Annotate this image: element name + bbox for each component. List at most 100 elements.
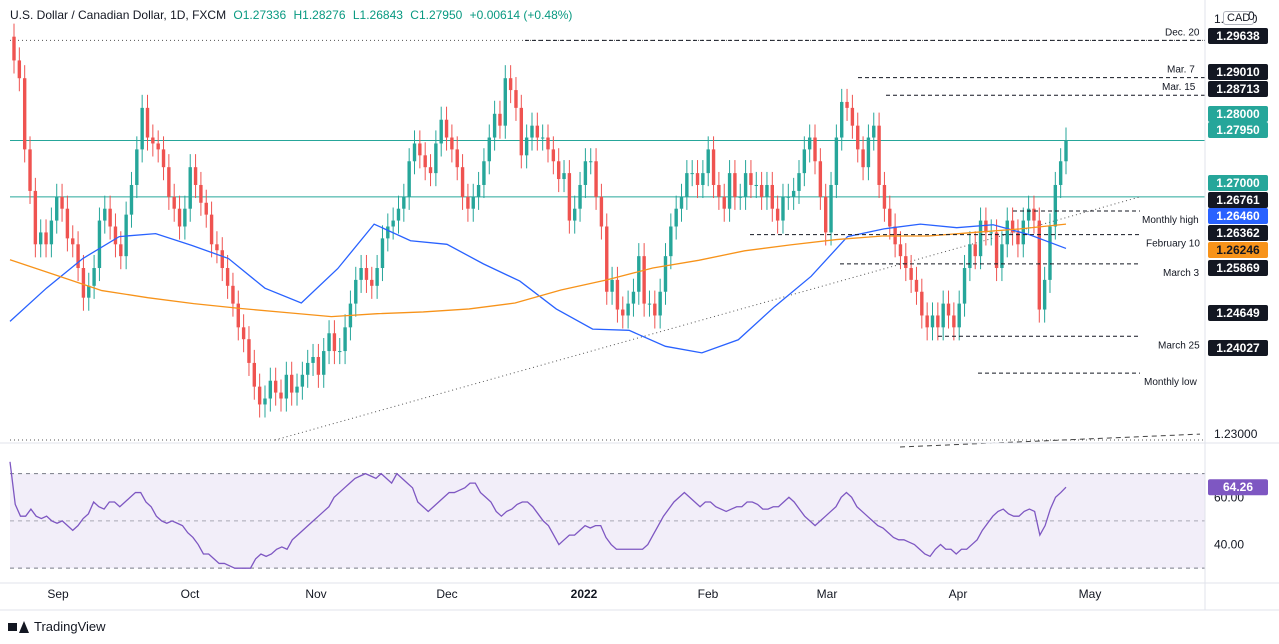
price-label-text: 1.28713 <box>1216 82 1260 96</box>
time-tick-label: Nov <box>305 587 326 601</box>
candle-body <box>573 208 577 221</box>
dashed-trendline <box>899 433 1201 448</box>
candle-body <box>391 220 395 227</box>
price-label-box <box>1208 242 1268 258</box>
high-value: H1.28276 <box>293 8 346 22</box>
candle-body <box>482 161 486 185</box>
candle-body <box>444 119 449 138</box>
level-annotation: Monthly low <box>1144 377 1198 388</box>
candle-body <box>701 173 705 185</box>
candle-body <box>44 232 48 245</box>
price-label-text: 1.29638 <box>1216 29 1260 43</box>
candle-body <box>685 173 689 197</box>
candle-body <box>402 196 406 209</box>
candle-body <box>113 226 118 245</box>
candle-body <box>375 268 379 286</box>
price-label-box <box>1208 81 1268 97</box>
candle-body <box>594 161 598 197</box>
candle-body <box>60 196 64 209</box>
chart-header: U.S. Dollar / Canadian Dollar, 1D, FXCM … <box>10 8 576 22</box>
candle-body <box>989 232 993 234</box>
candle-body <box>407 161 411 197</box>
candle-body <box>370 279 374 286</box>
candle-body <box>354 279 358 304</box>
candle-body <box>471 196 475 209</box>
candle-body <box>663 256 668 292</box>
candle-body <box>647 303 652 305</box>
level-annotation: March 25 <box>1158 340 1200 351</box>
ema50-line <box>9 223 1067 354</box>
price-label-box <box>1208 28 1268 44</box>
candle-body <box>241 327 246 340</box>
candle-body <box>1010 220 1015 233</box>
price-pane[interactable]: Dec. 20 Mar. 7 Mar. 15 Monthly high February… <box>9 23 1205 448</box>
price-label-box <box>1208 340 1268 356</box>
level-annotation: February 10 <box>1146 239 1200 250</box>
candle-body <box>1048 226 1052 280</box>
candle-body <box>877 125 881 185</box>
tradingview-logo[interactable]: TradingView <box>8 619 106 634</box>
candle-body <box>268 380 273 399</box>
price-label-text: 1.26246 <box>1216 243 1260 257</box>
candle-body <box>140 107 144 150</box>
candle-body <box>973 244 977 257</box>
candle-body <box>765 184 769 197</box>
candle-body <box>749 173 753 185</box>
candle-body <box>1026 208 1031 221</box>
candle-body <box>920 291 924 316</box>
time-tick-label: 2022 <box>571 587 598 601</box>
candle-body <box>418 143 422 156</box>
candle-body <box>412 143 417 162</box>
candle-body <box>498 113 502 126</box>
time-tick-label: Dec <box>436 587 457 601</box>
price-label-text: 1.29010 <box>1216 65 1260 79</box>
candle-body <box>284 374 289 399</box>
candle-body <box>1016 232 1020 245</box>
candle-body <box>273 380 278 393</box>
candle-body <box>236 303 240 328</box>
time-tick-label: Apr <box>949 587 968 601</box>
price-label-text: 1.26362 <box>1216 226 1260 240</box>
candle-body <box>49 220 54 245</box>
price-label-text: 1.24027 <box>1216 341 1260 355</box>
candle-body <box>423 155 427 168</box>
candle-body <box>257 386 262 405</box>
candle-body <box>797 173 801 191</box>
candle-body <box>514 90 518 108</box>
candle-body <box>775 208 780 221</box>
candle-body <box>845 101 849 108</box>
candle-body <box>562 173 566 180</box>
price-label-box <box>1208 106 1268 122</box>
currency-badge[interactable]: CAD <box>1223 11 1255 25</box>
candle-body <box>957 303 961 328</box>
candle-body <box>151 137 155 144</box>
rsi-pane[interactable] <box>9 461 1205 569</box>
candle-body <box>450 137 454 150</box>
candle-body <box>129 184 134 215</box>
candle-body <box>161 149 166 168</box>
candle-body <box>386 226 390 239</box>
candle-body <box>631 291 636 304</box>
candle-body <box>802 149 807 174</box>
price-label-box <box>1208 175 1268 191</box>
candle-body <box>524 137 529 156</box>
price-label-box <box>1208 122 1268 138</box>
candle-body <box>546 137 550 150</box>
candle-body <box>856 125 860 150</box>
price-label-box <box>1208 208 1268 224</box>
candle-body <box>519 107 524 156</box>
candle-body <box>508 78 513 91</box>
candle-body <box>535 125 540 138</box>
candle-body <box>359 268 363 280</box>
axes: 1.300001.250001.23000SepOctNovDec2022Feb… <box>0 0 1279 611</box>
candle-body <box>199 184 203 203</box>
candle-body <box>434 143 438 174</box>
candle-body <box>978 220 983 257</box>
candle-body <box>578 184 582 209</box>
level-annotation: March 3 <box>1163 268 1200 279</box>
candle-body <box>621 309 625 316</box>
candle-body <box>679 196 684 209</box>
candle-body <box>87 285 91 298</box>
tradingview-icon <box>8 620 29 633</box>
